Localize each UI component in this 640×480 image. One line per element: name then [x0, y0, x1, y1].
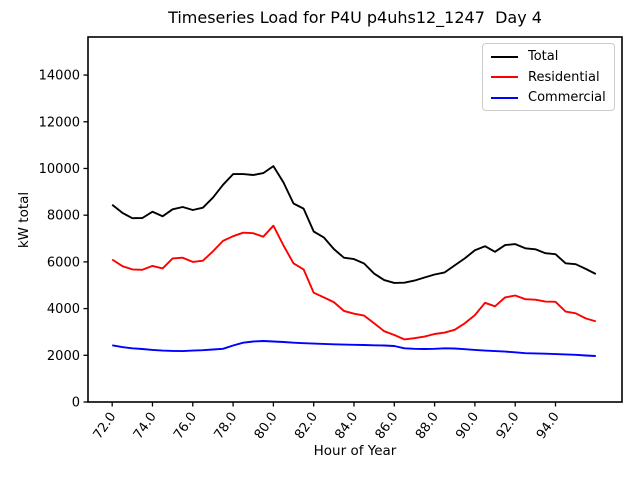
- x-axis-label: Hour of Year: [313, 443, 397, 459]
- legend-line-swatch: [491, 55, 518, 58]
- x-tick-label: 86.0: [373, 410, 402, 442]
- series-line-commercial: [112, 340, 596, 357]
- y-tick-label: 14000: [39, 69, 80, 84]
- y-tick-label: 8000: [47, 209, 80, 224]
- y-tick-label: 2000: [47, 349, 80, 364]
- y-tick-label: 10000: [39, 162, 80, 177]
- legend-line-swatch: [491, 96, 518, 99]
- series-line-residential: [111, 224, 597, 341]
- y-tick-label: 4000: [47, 302, 80, 317]
- chart-title: Timeseries Load for P4U p4uhs12_1247 Day…: [168, 8, 542, 27]
- x-tick-label: 72.0: [91, 410, 120, 442]
- legend-line-swatch: [491, 76, 518, 78]
- legend-label: Residential: [528, 69, 600, 85]
- y-tick-label: 0: [72, 396, 80, 411]
- legend: Total Residential Commercial: [482, 43, 615, 111]
- x-tick-label: 82.0: [292, 410, 321, 442]
- x-tick-label: 74.0: [131, 410, 160, 442]
- x-tick-label: 76.0: [171, 410, 200, 442]
- x-tick-label: 88.0: [413, 410, 442, 442]
- x-tick-label: 92.0: [494, 410, 523, 442]
- x-tick-label: 78.0: [211, 410, 240, 442]
- x-tick-label: 84.0: [332, 410, 361, 442]
- legend-item-residential: Residential: [491, 71, 606, 84]
- y-tick-label: 12000: [39, 115, 80, 130]
- x-tick-label: 80.0: [252, 410, 281, 442]
- y-tick-label: 6000: [47, 255, 80, 270]
- legend-label: Total: [528, 49, 559, 64]
- x-tick-label: 90.0: [453, 410, 482, 442]
- legend-item-total: Total: [491, 50, 606, 63]
- legend-item-commercial: Commercial: [491, 91, 606, 104]
- axes-spines: [87, 36, 623, 403]
- legend-label: Commercial: [528, 90, 606, 105]
- series-line-total: [111, 165, 597, 284]
- x-tick-label: 94.0: [534, 410, 563, 442]
- y-axis-label: kW total: [16, 191, 32, 249]
